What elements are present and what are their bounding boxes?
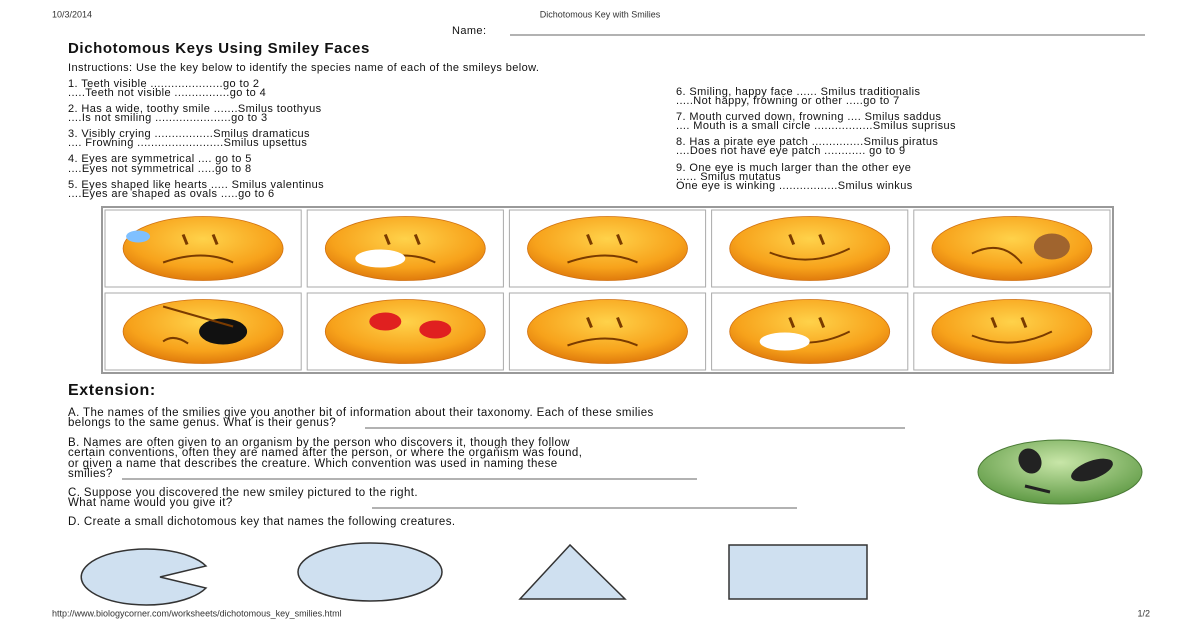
question-line: smilies? <box>68 468 113 480</box>
footer-url: http://www.biologycorner.com/worksheets/… <box>52 608 342 618</box>
key-line: 5. Eyes shaped like hearts ..... Smilus … <box>68 179 324 191</box>
smiley-feature <box>1020 316 1028 329</box>
smiley-feature <box>181 233 189 246</box>
key-list: 1. Teeth visible .....................go… <box>68 78 956 200</box>
key-line: 3. Visibly crying .................Smilu… <box>68 128 310 140</box>
key-line: ....Is not smiling .....................… <box>68 112 268 124</box>
key-line: 2. Has a wide, toothy smile .......Smilu… <box>68 103 322 115</box>
smiley-face <box>122 216 284 281</box>
header-date: 10/3/2014 <box>52 9 92 19</box>
name-label: Name: <box>452 25 486 37</box>
smiley-face <box>931 299 1093 364</box>
key-line: 6. Smiling, happy face ...... Smilus tra… <box>676 86 920 98</box>
key-line: 1. Teeth visible .....................go… <box>68 78 259 90</box>
smiley-feature <box>971 246 1023 265</box>
smiley-feature <box>567 254 638 264</box>
smiley-grid <box>101 206 1114 374</box>
smiley-feature <box>788 233 796 246</box>
question-line: C. Suppose you discovered the new smiley… <box>68 487 418 499</box>
key-line: .....Teeth not visible ................g… <box>68 87 266 99</box>
question-line: belongs to the same genus. What is their… <box>68 417 336 429</box>
smiley-feature <box>419 320 452 339</box>
alien-smiley <box>977 439 1143 505</box>
key-line: ....Does not have eye patch ............… <box>676 145 906 157</box>
question-line: or given a name that describes the creat… <box>68 458 558 470</box>
key-line: 4. Eyes are symmetrical .... go to 5 <box>68 153 252 165</box>
instructions: Instructions: Use the key below to ident… <box>68 62 539 74</box>
smiley-feature <box>818 316 826 329</box>
extension-heading: Extension: <box>68 382 156 399</box>
smiley-feature <box>759 332 810 351</box>
key-line: .... Mouth is a small circle ...........… <box>676 120 956 132</box>
question-line: What name would you give it? <box>68 497 233 509</box>
smiley-feature <box>567 337 638 347</box>
key-line: .... Frowning .........................S… <box>68 137 307 149</box>
question-line: B. Names are often given to an organism … <box>68 437 570 449</box>
question-line: D. Create a small dichotomous key that n… <box>68 516 455 528</box>
smiley-feature <box>586 316 593 329</box>
smiley-feature <box>769 247 851 261</box>
smiley-feature <box>413 233 421 246</box>
header-title: Dichotomous Key with Smilies <box>540 9 661 19</box>
key-line: 8. Has a pirate eye patch ..............… <box>676 136 938 148</box>
smiley-face <box>324 299 486 364</box>
smiley-feature <box>211 233 219 246</box>
creature-shapes <box>80 542 868 606</box>
smiley-face <box>729 216 891 281</box>
smiley-feature <box>971 330 1053 344</box>
key-line: ....Eyes not symmetrical .....go to 8 <box>68 163 252 175</box>
smiley-face <box>931 216 1093 281</box>
title: Dichotomous Keys Using Smiley Faces <box>68 40 370 57</box>
smiley-feature <box>616 316 623 329</box>
smiley-feature <box>162 305 234 328</box>
question-line: A. The names of the smilies give you ano… <box>68 407 654 419</box>
question-line: certain conventions, often they are name… <box>68 447 582 459</box>
key-line: One eye is winking .................Smil… <box>676 180 913 192</box>
smiley-feature <box>126 230 151 243</box>
smiley-feature <box>818 233 826 246</box>
smiley-face <box>324 216 486 281</box>
extension-questions: A. The names of the smilies give you ano… <box>68 407 654 528</box>
smiley-feature <box>162 337 189 345</box>
footer-page: 1/2 <box>1137 608 1150 618</box>
smiley-feature <box>355 249 406 268</box>
smiley-feature <box>383 233 391 246</box>
smiley-feature <box>586 233 593 246</box>
key-line: ...... Smilus mutatus <box>676 171 781 183</box>
smiley-feature <box>162 254 234 264</box>
key-line: .....Not happy, frowning or other .....g… <box>676 95 900 107</box>
smiley-feature <box>199 318 248 345</box>
key-line: 7. Mouth curved down, frowning .... Smil… <box>676 111 941 123</box>
grid-frame <box>101 206 1114 374</box>
smiley-feature <box>1033 233 1070 260</box>
smiley-face <box>729 299 891 364</box>
smiley-face <box>527 216 688 281</box>
smiley-face <box>527 299 688 364</box>
smiley-feature <box>616 233 623 246</box>
smiley-feature <box>369 312 402 331</box>
smiley-feature <box>990 316 998 329</box>
smiley-feature <box>788 316 796 329</box>
key-line: ....Eyes are shaped as ovals .....go to … <box>68 188 275 200</box>
key-line: 9. One eye is much larger than the other… <box>676 162 911 174</box>
